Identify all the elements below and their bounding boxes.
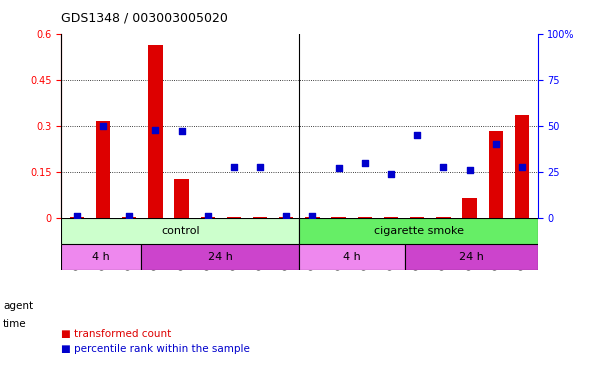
Bar bbox=[514, 115, 529, 218]
Point bbox=[439, 164, 448, 170]
Bar bbox=[227, 217, 241, 218]
Bar bbox=[405, 244, 538, 270]
Bar bbox=[122, 217, 136, 218]
Point bbox=[177, 129, 186, 135]
Text: control: control bbox=[161, 226, 200, 236]
Text: agent: agent bbox=[3, 301, 33, 310]
Point bbox=[412, 132, 422, 138]
Point bbox=[465, 167, 475, 173]
Bar bbox=[61, 244, 141, 270]
Bar bbox=[96, 122, 110, 218]
Point bbox=[229, 164, 239, 170]
Bar bbox=[299, 218, 538, 244]
Point bbox=[360, 160, 370, 166]
Text: GDS1348 / 003003005020: GDS1348 / 003003005020 bbox=[61, 11, 228, 24]
Text: 4 h: 4 h bbox=[343, 252, 361, 262]
Bar bbox=[331, 217, 346, 218]
Bar bbox=[200, 217, 215, 218]
Bar bbox=[357, 217, 372, 218]
Bar bbox=[174, 179, 189, 218]
Point bbox=[72, 213, 82, 219]
Bar bbox=[70, 217, 84, 218]
Point bbox=[150, 127, 160, 133]
Bar bbox=[306, 217, 320, 218]
Point bbox=[307, 213, 317, 219]
Point bbox=[517, 164, 527, 170]
Bar bbox=[141, 244, 299, 270]
Bar bbox=[148, 45, 163, 218]
Point bbox=[282, 213, 291, 219]
Point bbox=[386, 171, 396, 177]
Point bbox=[491, 141, 500, 147]
Point bbox=[98, 123, 108, 129]
Point bbox=[255, 164, 265, 170]
Text: ■ transformed count: ■ transformed count bbox=[61, 330, 171, 339]
Bar bbox=[463, 198, 477, 218]
Bar bbox=[436, 217, 450, 218]
Bar bbox=[253, 217, 267, 218]
Text: 24 h: 24 h bbox=[208, 252, 232, 262]
Point bbox=[203, 213, 213, 219]
Text: 24 h: 24 h bbox=[459, 252, 484, 262]
Text: time: time bbox=[3, 320, 27, 329]
Bar bbox=[279, 217, 293, 218]
Text: ■ percentile rank within the sample: ■ percentile rank within the sample bbox=[61, 345, 250, 354]
Bar bbox=[410, 217, 425, 218]
Bar bbox=[489, 130, 503, 218]
Text: cigarette smoke: cigarette smoke bbox=[373, 226, 464, 236]
Point bbox=[124, 213, 134, 219]
Point bbox=[334, 165, 343, 171]
Bar bbox=[61, 218, 299, 244]
Text: 4 h: 4 h bbox=[92, 252, 110, 262]
Bar bbox=[299, 244, 405, 270]
Bar bbox=[384, 217, 398, 218]
